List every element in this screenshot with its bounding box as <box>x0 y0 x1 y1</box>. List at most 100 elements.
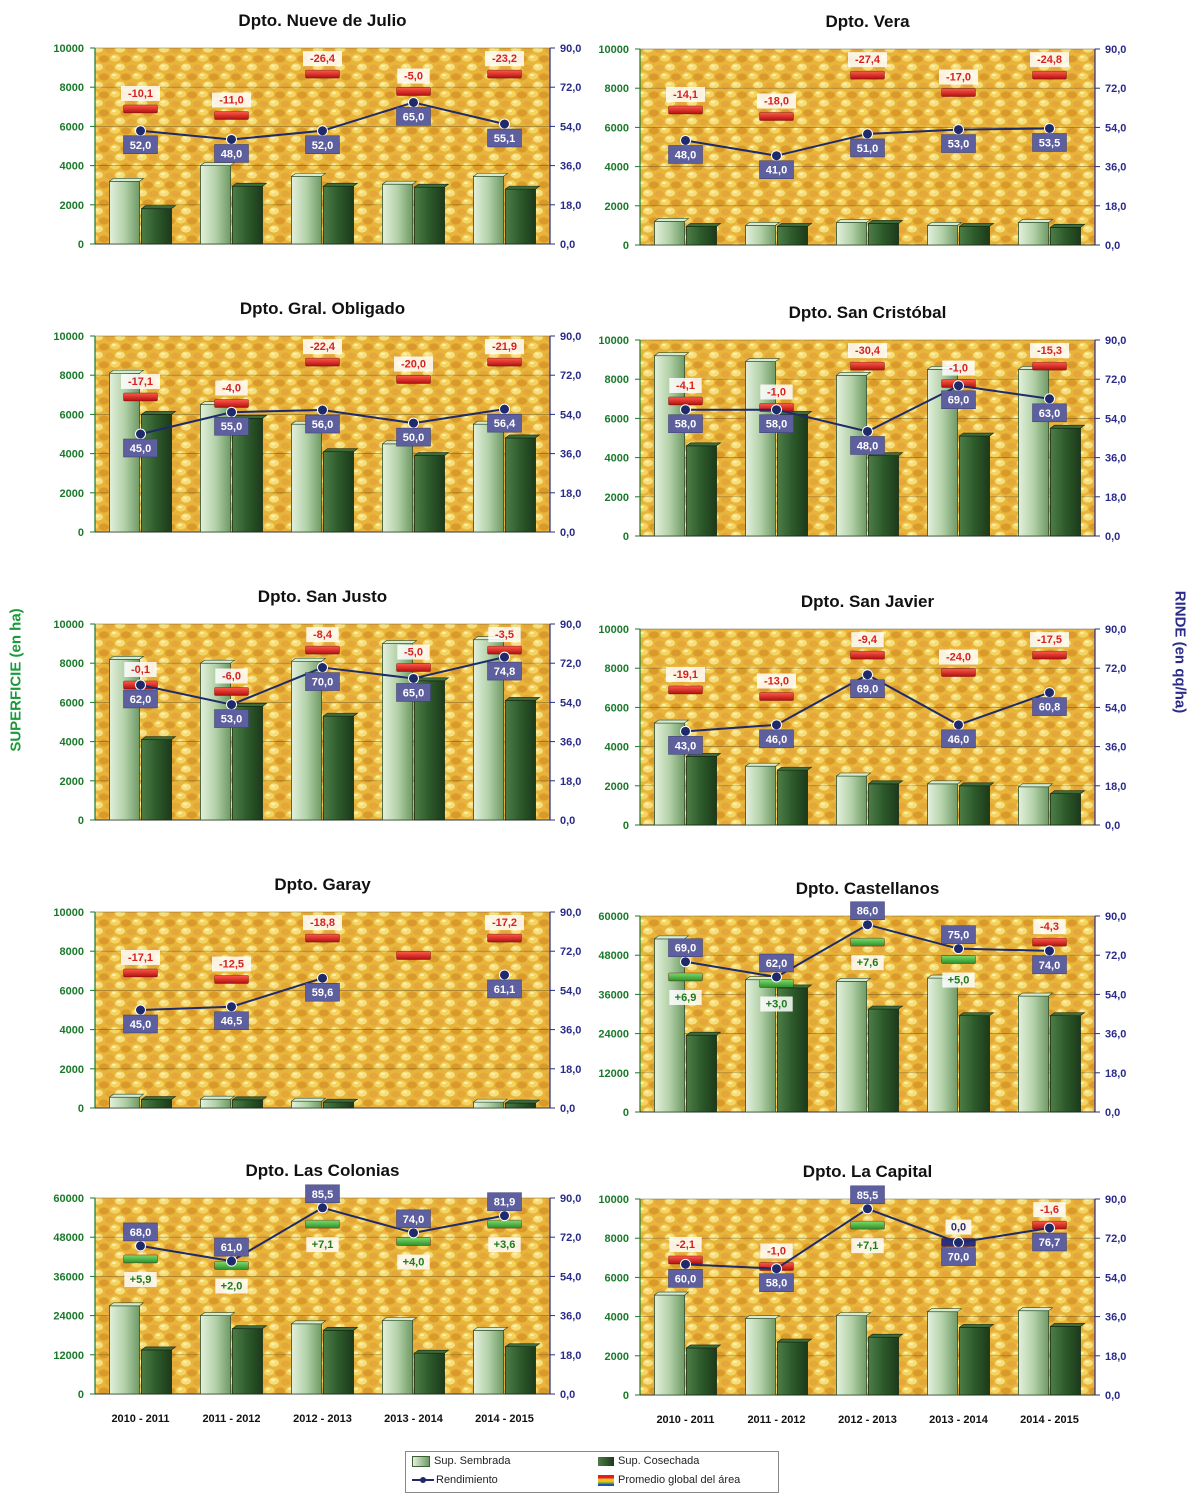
yield-label: 48,0 <box>675 149 696 161</box>
yield-label-box <box>941 729 976 749</box>
diff-label-bg <box>394 356 433 372</box>
yield-point <box>680 404 691 416</box>
bar-cosechada-top <box>413 1349 450 1354</box>
yield-line-segment <box>322 409 414 425</box>
y-left-tick-label: 2000 <box>60 1064 84 1076</box>
x-category-label: 2014 - 2015 <box>475 1413 534 1425</box>
diff-label: +5,9 <box>130 1274 152 1286</box>
y-left-tick-label: 36000 <box>53 1271 84 1283</box>
y-left-tick-label: 10000 <box>598 624 629 636</box>
y-left-tick-label: 0 <box>78 527 84 539</box>
diff-label: +7,1 <box>857 1240 879 1252</box>
yield-label: 59,6 <box>312 987 333 999</box>
y-left-tick-label: 10000 <box>53 619 84 631</box>
y-left-tick-label: 2000 <box>605 492 629 504</box>
y-left-tick-label: 60000 <box>598 911 629 923</box>
promedio-marker <box>123 392 158 402</box>
bar-cosechada-top <box>958 782 995 787</box>
promedio-marker <box>850 937 885 947</box>
yield-point <box>680 956 691 968</box>
y-right-tick-label: 0,0 <box>1105 820 1120 832</box>
bar-sembrada <box>927 224 958 246</box>
bar-cosechada-top <box>1049 224 1086 228</box>
yield-point <box>317 1202 328 1214</box>
diff-label-bg <box>485 339 524 355</box>
y-left-tick-label: 4000 <box>60 1025 84 1037</box>
bar-cosechada-top <box>776 223 813 227</box>
yield-label-box <box>1032 403 1067 423</box>
diff-label-bg <box>757 93 796 109</box>
y-right-tick-label: 36,0 <box>1105 453 1126 465</box>
diff-label-bg <box>397 68 430 84</box>
bar-cosechada <box>141 1349 172 1395</box>
diff-label-bg <box>945 1219 972 1235</box>
y-left-tick-label: 2000 <box>60 488 84 500</box>
bar-sembrada-top <box>108 1093 145 1098</box>
yield-point <box>1044 1222 1055 1234</box>
yield-label-box <box>759 729 794 749</box>
diff-label: -1,0 <box>767 1246 786 1258</box>
bar-cosechada-top <box>504 1343 541 1347</box>
bar-sembrada <box>473 423 504 533</box>
yield-label: 46,5 <box>221 1016 242 1028</box>
y-left-tick-label: 48000 <box>53 1232 84 1244</box>
y-left-tick-label: 2000 <box>60 200 84 212</box>
bar-sembrada <box>1018 786 1049 826</box>
bar-cosechada-top <box>504 1099 541 1104</box>
diff-label-bg <box>215 668 248 684</box>
yield-label: 46,0 <box>948 734 969 746</box>
bar-cosechada-top <box>867 1333 904 1338</box>
yield-label: 75,0 <box>948 930 969 942</box>
yield-label-box <box>1032 1232 1067 1252</box>
diff-label-bg <box>215 1278 248 1294</box>
bar-sembrada-top <box>472 1098 509 1103</box>
yield-line-segment <box>685 1263 777 1270</box>
diff-label: -8,4 <box>313 629 333 641</box>
bar-cosechada-top <box>958 223 995 227</box>
y-right-tick-label: 0,0 <box>560 239 575 251</box>
promedio-marker <box>487 933 522 943</box>
chart-panel-9: Dpto. La Capital 0 2000 4000 6000 8000 10000 0,… <box>598 1162 1126 1426</box>
y-left-tick-label: 8000 <box>60 946 84 958</box>
diff-label: -0,1 <box>131 664 150 676</box>
y-left-tick-label: 2000 <box>605 781 629 793</box>
yield-label: 56,0 <box>312 419 333 431</box>
y-right-tick-label: 0,0 <box>1105 531 1120 543</box>
yield-point <box>1044 122 1055 134</box>
diff-label-bg <box>121 949 160 965</box>
yield-label: 65,0 <box>403 687 424 699</box>
yield-label-box <box>305 982 340 1002</box>
y-left-tick-label: 0 <box>78 815 84 827</box>
diff-label: +4,0 <box>403 1257 425 1269</box>
y-left-tick-label: 4000 <box>60 449 84 461</box>
bar-sembrada-top <box>381 180 418 185</box>
yield-label: 58,0 <box>766 419 787 431</box>
yield-point <box>226 133 237 145</box>
diff-label-bg <box>666 666 705 682</box>
bar-sembrada-top <box>199 659 236 664</box>
yield-label-box <box>123 135 158 155</box>
y-left-tick-label: 2000 <box>60 776 84 788</box>
bar-cosechada <box>686 1347 717 1396</box>
bar-cosechada <box>686 756 717 826</box>
bar-sembrada-top <box>199 162 236 166</box>
legend-label-sembrada: Sup. Sembrada <box>434 1455 511 1467</box>
bar-sembrada-top <box>744 222 781 226</box>
bar-sembrada-top <box>653 719 690 724</box>
yield-line-segment <box>685 960 777 978</box>
bar-cosechada-top <box>140 411 177 415</box>
promedio-marker <box>759 112 794 121</box>
yield-label-box <box>305 135 340 155</box>
diff-label-bg <box>760 384 793 400</box>
chart-title: Dpto. Vera <box>825 12 910 31</box>
bar-cosechada <box>868 1336 899 1396</box>
legend-label-cosechada: Sup. Cosechada <box>618 1455 700 1467</box>
y-left-tick-label: 12000 <box>598 1068 629 1080</box>
bar-cosechada-top <box>140 1096 177 1100</box>
yield-label: 70,0 <box>948 1252 969 1264</box>
yield-point <box>317 125 328 137</box>
y-right-tick-label: 54,0 <box>1105 989 1126 1001</box>
bar-cosechada <box>414 455 445 533</box>
diff-label-bg <box>669 377 702 393</box>
